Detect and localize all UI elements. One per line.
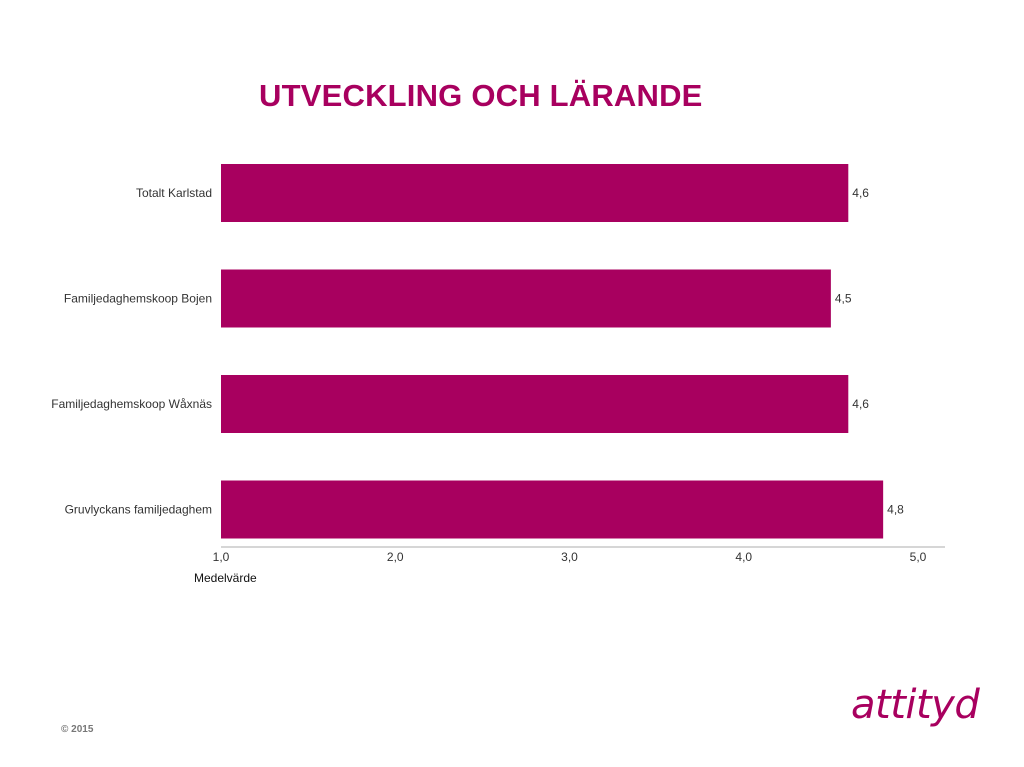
category-label: Familjedaghemskoop Bojen [64,292,212,306]
value-label: 4,8 [887,503,904,517]
value-label: 4,6 [852,186,869,200]
value-labels: 4,6 4,5 4,6 4,8 [835,186,904,517]
x-tick-labels: 1,0 2,0 3,0 4,0 5,0 [213,550,927,564]
attityd-logo: attityd [851,682,980,728]
category-label: Familjedaghemskoop Wåxnäs [51,397,212,411]
bars-group [221,164,884,539]
x-tick-label: 2,0 [387,550,404,564]
x-tick-label: 1,0 [213,550,230,564]
bar-3 [221,375,849,433]
x-axis-label: Medelvärde [194,571,257,585]
page-title: UTVECKLING OCH LÄRANDE [259,78,703,113]
category-labels: Totalt Karlstad Familjedaghemskoop Bojen F… [51,186,212,517]
x-tick-label: 3,0 [561,550,578,564]
value-label: 4,6 [852,397,869,411]
bar-4 [221,480,884,539]
category-label: Totalt Karlstad [136,186,212,200]
x-tick-label: 4,0 [735,550,752,564]
value-label: 4,5 [835,292,852,306]
x-tick-label: 5,0 [910,550,927,564]
category-label: Gruvlyckans familjedaghem [65,503,212,517]
copyright-text: © 2015 [61,724,94,735]
bar-2 [221,269,831,328]
bar-1 [221,164,849,222]
